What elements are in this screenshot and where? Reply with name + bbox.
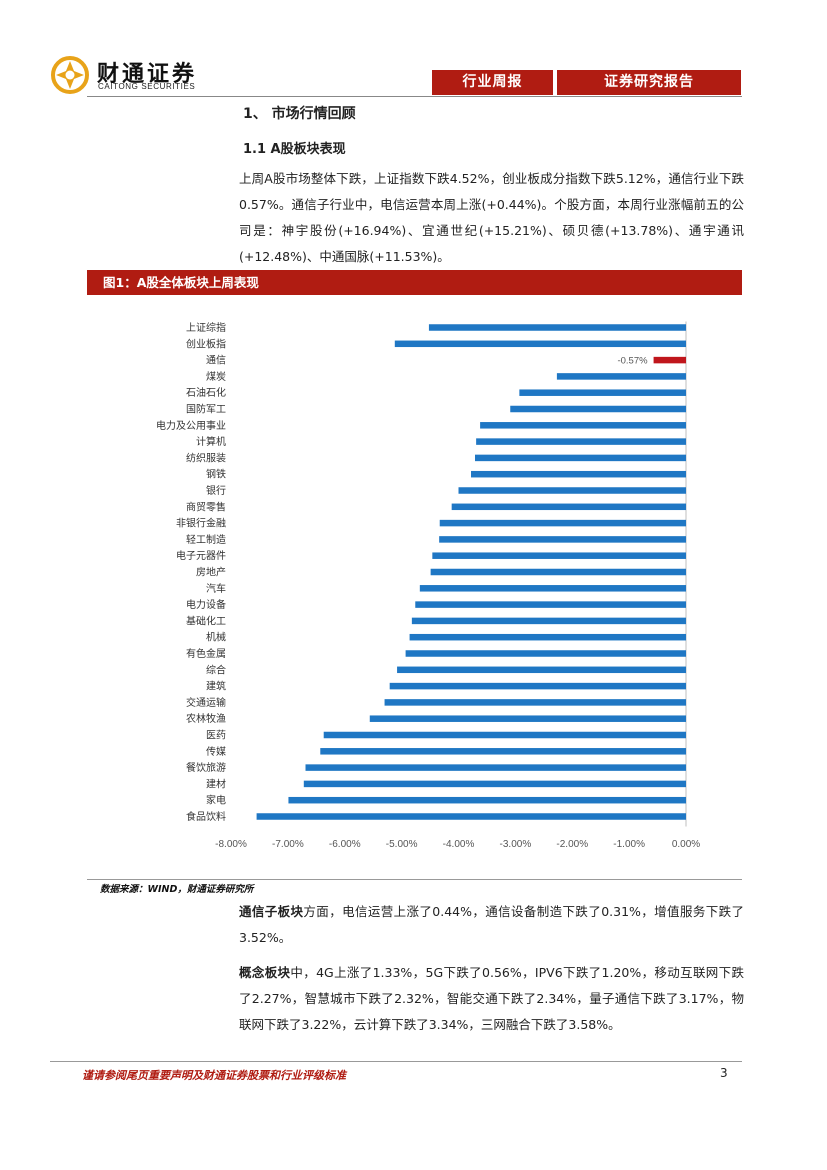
category-label: 建筑 [206, 680, 226, 693]
category-label: 计算机 [196, 435, 226, 448]
bar-医药 [323, 731, 686, 739]
category-label: 钢铁 [206, 468, 226, 481]
x-tick-label: -4.00% [443, 839, 475, 850]
category-label: 餐饮旅游 [186, 761, 226, 774]
page-number: 3 [720, 1066, 728, 1080]
x-tick-label: -7.00% [272, 839, 304, 850]
sub-sector-title: 通信子板块 [239, 904, 304, 919]
bar-纺织服装 [474, 454, 686, 462]
category-label: 电力设备 [186, 598, 226, 611]
x-tick-label: -6.00% [329, 839, 361, 850]
category-label: 汽车 [206, 582, 226, 595]
category-label: 银行 [206, 484, 226, 497]
category-label: 轻工制造 [186, 533, 226, 546]
category-label: 电子元器件 [176, 549, 226, 562]
bar-商贸零售 [451, 503, 686, 511]
subsection-heading: 1.1 A股板块表现 [243, 142, 346, 157]
category-label: 农林牧渔 [186, 712, 226, 725]
x-tick-label: -1.00% [613, 839, 645, 850]
bar-通信 [653, 356, 686, 364]
bar-房地产 [430, 568, 686, 576]
bar-国防军工 [510, 405, 686, 413]
bar-机械 [409, 633, 686, 641]
category-label: 创业板指 [186, 337, 226, 350]
footer-divider [50, 1061, 742, 1062]
category-label: 电力及公用事业 [156, 419, 226, 432]
concept-paragraph: 概念板块中，4G上涨了1.33%，5G下跌了0.56%，IPV6下跌了1.20%… [239, 960, 744, 1038]
bar-轻工制造 [439, 536, 686, 543]
bar-餐饮旅游 [305, 764, 686, 771]
bar-食品饮料 [256, 813, 686, 820]
bar-汽车 [419, 585, 686, 592]
intro-paragraph: 上周A股市场整体下跌，上证指数下跌4.52%，创业板成分指数下跌5.12%，通信… [239, 171, 744, 264]
x-tick-label: -8.00% [215, 839, 247, 850]
bar-电力及公用事业 [480, 422, 686, 429]
category-label: 食品饮料 [186, 810, 226, 823]
bar-家电 [288, 796, 686, 804]
category-label: 综合 [206, 663, 226, 676]
bar-传媒 [320, 748, 686, 755]
sub-sector-paragraph: 通信子板块方面，电信运营上涨了0.44%，通信设备制造下跌了0.31%，增值服务… [239, 899, 744, 951]
x-tick-label: -2.00% [556, 839, 588, 850]
figure-title-bar: 图1：A股全体板块上周表现 [87, 270, 742, 295]
bar-基础化工 [411, 617, 686, 625]
footer-disclaimer: 谨请参阅尾页重要声明及财通证券股票和行业评级标准 [82, 1069, 346, 1082]
logo-emblem-icon [51, 56, 89, 94]
category-label: 国防军工 [186, 403, 226, 416]
category-label: 基础化工 [186, 614, 226, 627]
bar-电力设备 [415, 601, 686, 608]
category-label: 机械 [206, 631, 226, 644]
category-label: 有色金属 [186, 647, 226, 660]
x-tick-label: -5.00% [386, 839, 418, 850]
x-tick-label: 0.00% [672, 839, 700, 850]
company-logo: 财通证券 CAITONG SECURITIES [50, 55, 220, 95]
logo-chinese-name: 财通证券 [97, 62, 198, 87]
section-heading: 1、 市场行情回顾 [243, 106, 356, 122]
report-category-tag: 证券研究报告 [557, 70, 741, 95]
bar-创业板指 [394, 340, 686, 348]
category-label: 商贸零售 [186, 500, 226, 513]
sub-sector-text: 方面，电信运营上涨了0.44%，通信设备制造下跌了0.31%，增值服务下跌了3.… [239, 904, 744, 945]
category-label: 医药 [206, 730, 226, 742]
bar-综合 [397, 666, 686, 674]
bar-建筑 [389, 682, 686, 690]
bar-计算机 [476, 438, 686, 445]
category-label: 非银行金融 [176, 517, 226, 530]
source-divider [87, 879, 742, 880]
bar-电子元器件 [432, 552, 686, 559]
category-label: 上证综指 [186, 321, 226, 334]
category-label: 交通运输 [186, 696, 226, 709]
bar-煤炭 [556, 373, 686, 380]
bar-银行 [458, 487, 686, 494]
highlight-data-label: -0.57% [617, 356, 648, 367]
x-tick-label: -3.00% [500, 839, 532, 850]
bar-有色金属 [405, 650, 686, 657]
concept-title: 概念板块 [239, 965, 291, 980]
category-label: 建材 [206, 777, 226, 790]
category-label: 传媒 [206, 746, 226, 758]
category-label: 房地产 [196, 566, 226, 579]
header-divider [87, 96, 742, 97]
category-label: 纺织服装 [186, 451, 226, 464]
category-label: 家电 [206, 794, 226, 807]
bar-农林牧渔 [369, 715, 686, 722]
logo-english-name: CAITONG SECURITIES [98, 82, 196, 91]
category-label: 通信 [206, 355, 226, 367]
category-label: 石油石化 [186, 386, 226, 399]
data-source-note: 数据来源：WIND，财通证券研究所 [100, 884, 254, 895]
bar-非银行金融 [439, 519, 686, 527]
bar-上证综指 [428, 324, 686, 331]
bar-石油石化 [519, 389, 686, 396]
category-label: 煤炭 [206, 370, 226, 383]
bar-交通运输 [384, 699, 686, 706]
bar-钢铁 [471, 470, 686, 478]
concept-text: 中，4G上涨了1.33%，5G下跌了0.56%，IPV6下跌了1.20%，移动互… [239, 965, 744, 1032]
report-type-tag: 行业周报 [432, 70, 553, 95]
bar-建材 [303, 780, 686, 788]
